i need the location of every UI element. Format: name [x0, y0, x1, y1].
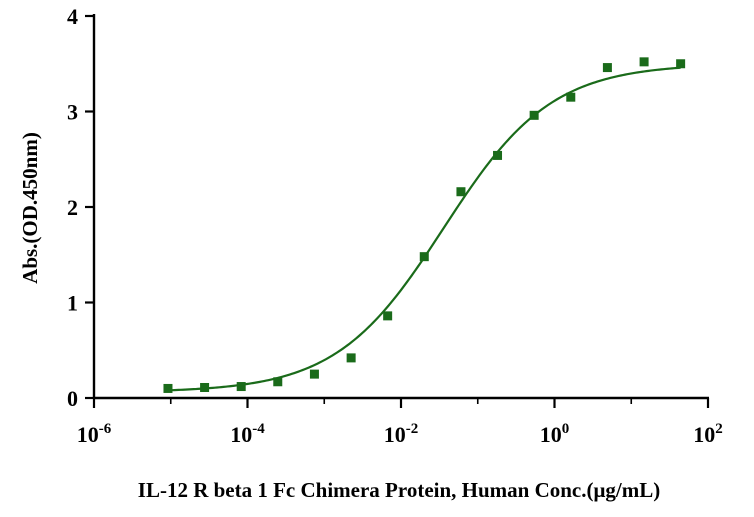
- data-point: [566, 92, 576, 102]
- x-tick-label: 10-4: [230, 421, 265, 447]
- data-point: [346, 353, 356, 363]
- y-tick-label: 4: [67, 4, 78, 29]
- y-tick-label: 3: [67, 100, 78, 125]
- data-point: [602, 63, 612, 73]
- ticks: 0 1 2 3 4 10-6 10-4 10-2 100 102: [67, 4, 723, 447]
- data-point: [419, 252, 429, 262]
- axes: [92, 14, 709, 400]
- x-tick-label: 102: [693, 421, 723, 447]
- fit-curve-layer: [167, 66, 681, 392]
- data-point: [200, 382, 210, 392]
- x-tick-label: 100: [540, 421, 570, 447]
- data-point: [676, 59, 686, 69]
- x-axis-title: IL-12 R beta 1 Fc Chimera Protein, Human…: [138, 478, 660, 502]
- data-point: [383, 311, 393, 321]
- data-point: [309, 369, 319, 379]
- y-tick-label: 0: [67, 386, 78, 411]
- data-point: [529, 110, 539, 120]
- data-point: [639, 57, 649, 67]
- y-axis-title: Abs.(OD.450nm): [18, 132, 42, 284]
- y-tick-label: 2: [67, 195, 78, 220]
- x-tick-label: 10-2: [384, 421, 419, 447]
- data-point: [236, 382, 246, 392]
- data-point: [273, 377, 283, 387]
- data-point: [456, 187, 466, 197]
- data-point: [493, 150, 503, 160]
- x-tick-label: 10-6: [77, 421, 112, 447]
- fit-curve: [167, 66, 681, 392]
- y-tick-label: 1: [67, 291, 78, 316]
- data-points: [163, 57, 686, 393]
- data-point: [163, 383, 173, 393]
